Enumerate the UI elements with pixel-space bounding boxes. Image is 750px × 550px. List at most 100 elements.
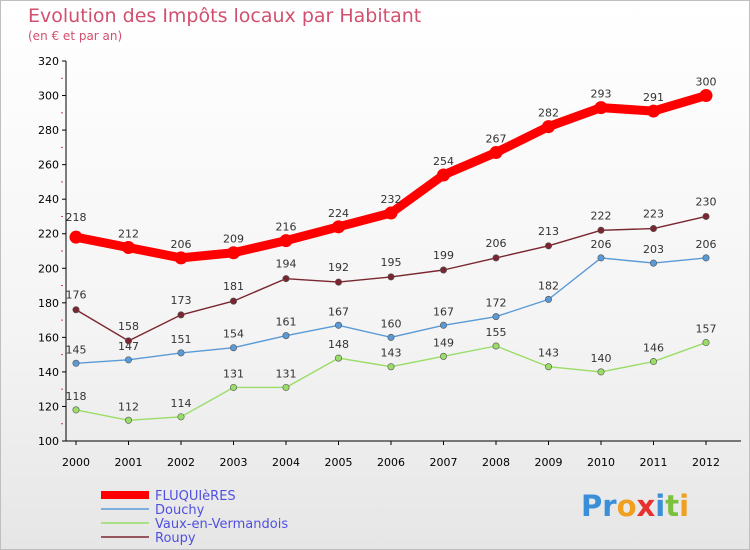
data-point: [544, 242, 552, 250]
data-point: [437, 168, 450, 182]
data-label: 282: [538, 107, 559, 120]
data-label: 213: [538, 225, 559, 238]
data-label: 195: [381, 256, 402, 269]
x-tick-label: 2005: [325, 456, 353, 469]
data-point: [544, 295, 552, 303]
y-tick-label: 100: [38, 435, 59, 448]
data-label: 118: [66, 390, 87, 403]
data-point: [69, 230, 83, 244]
data-label: 291: [643, 91, 664, 104]
x-tick-label: 2011: [640, 456, 668, 469]
data-point: [649, 358, 657, 366]
data-label: 230: [696, 195, 717, 208]
data-point: [699, 89, 713, 103]
y-tick-label: 300: [38, 90, 59, 103]
data-label: 149: [433, 336, 454, 349]
x-tick-label: 2006: [377, 456, 405, 469]
data-label: 114: [171, 397, 192, 410]
data-point: [647, 104, 660, 118]
logo-letter: i: [679, 489, 690, 523]
data-point: [122, 241, 135, 255]
y-tick-label: 140: [38, 366, 59, 379]
data-point: [387, 273, 395, 281]
data-label: 167: [433, 305, 454, 318]
proxiti-logo: Proxiti: [581, 489, 689, 523]
data-point: [702, 339, 710, 347]
data-point: [177, 349, 185, 357]
data-point: [439, 352, 447, 360]
series-line-0: [75, 91, 708, 263]
x-tick-label: 2008: [482, 456, 510, 469]
data-label: 216: [276, 221, 297, 234]
data-point: [227, 246, 240, 260]
data-point: [334, 354, 342, 362]
data-label: 157: [696, 323, 717, 336]
data-label: 176: [66, 289, 87, 302]
data-label: 143: [538, 347, 559, 360]
data-point: [544, 363, 552, 371]
data-label: 194: [276, 258, 297, 271]
data-label: 112: [118, 400, 139, 413]
x-tick-label: 2000: [62, 456, 90, 469]
y-tick-label: 240: [38, 193, 59, 206]
logo-letter: x: [636, 489, 656, 523]
data-label: 160: [381, 317, 402, 330]
data-point: [702, 254, 710, 262]
data-point: [649, 259, 657, 267]
data-point: [492, 254, 500, 262]
data-label: 131: [223, 367, 244, 380]
data-point: [282, 332, 290, 340]
data-label: 151: [171, 333, 192, 346]
legend-label: Douchy: [155, 503, 205, 518]
data-label: 147: [118, 340, 139, 353]
y-tick-label: 120: [38, 400, 59, 413]
data-label: 212: [118, 228, 139, 241]
data-point: [387, 363, 395, 371]
logo-letter: t: [665, 489, 680, 523]
data-label: 224: [328, 207, 349, 220]
data-label: 254: [433, 155, 454, 168]
data-label: 223: [643, 208, 664, 221]
data-point: [439, 321, 447, 329]
data-label: 206: [591, 238, 612, 251]
data-point: [177, 311, 185, 319]
x-tick-label: 2010: [587, 456, 615, 469]
y-tick-label: 260: [38, 159, 59, 172]
data-point: [282, 383, 290, 391]
data-point: [334, 321, 342, 329]
x-tick-label: 2012: [692, 456, 720, 469]
data-label: 172: [486, 297, 507, 310]
data-point: [489, 146, 503, 160]
logo-letter: P: [581, 489, 603, 523]
data-point: [492, 313, 500, 321]
y-tick-label: 320: [38, 55, 59, 68]
data-label: 203: [643, 243, 664, 256]
data-point: [597, 254, 605, 262]
data-point: [594, 101, 608, 115]
data-label: 173: [171, 294, 192, 307]
data-label: 199: [433, 249, 454, 262]
legend-label: Roupy: [155, 531, 196, 546]
data-label: 293: [591, 88, 612, 101]
x-tick-label: 2004: [272, 456, 300, 469]
y-tick-label: 200: [38, 262, 59, 275]
data-label: 206: [171, 238, 192, 251]
data-label: 267: [486, 133, 507, 146]
data-point: [702, 212, 710, 220]
x-tick-label: 2002: [167, 456, 195, 469]
legend-label: FLUQUIèRES: [155, 489, 236, 504]
data-point: [230, 344, 238, 352]
logo-letter: i: [655, 489, 666, 523]
y-tick-label: 180: [38, 297, 59, 310]
y-tick-label: 220: [38, 228, 59, 241]
data-point: [597, 368, 605, 376]
x-tick-label: 2003: [220, 456, 248, 469]
data-point: [174, 251, 188, 265]
data-point: [334, 278, 342, 286]
data-point: [279, 234, 293, 248]
legend-label: Vaux-en-Vermandois: [155, 517, 288, 532]
data-point: [384, 206, 398, 220]
data-label: 182: [538, 279, 559, 292]
x-tick-label: 2007: [430, 456, 458, 469]
